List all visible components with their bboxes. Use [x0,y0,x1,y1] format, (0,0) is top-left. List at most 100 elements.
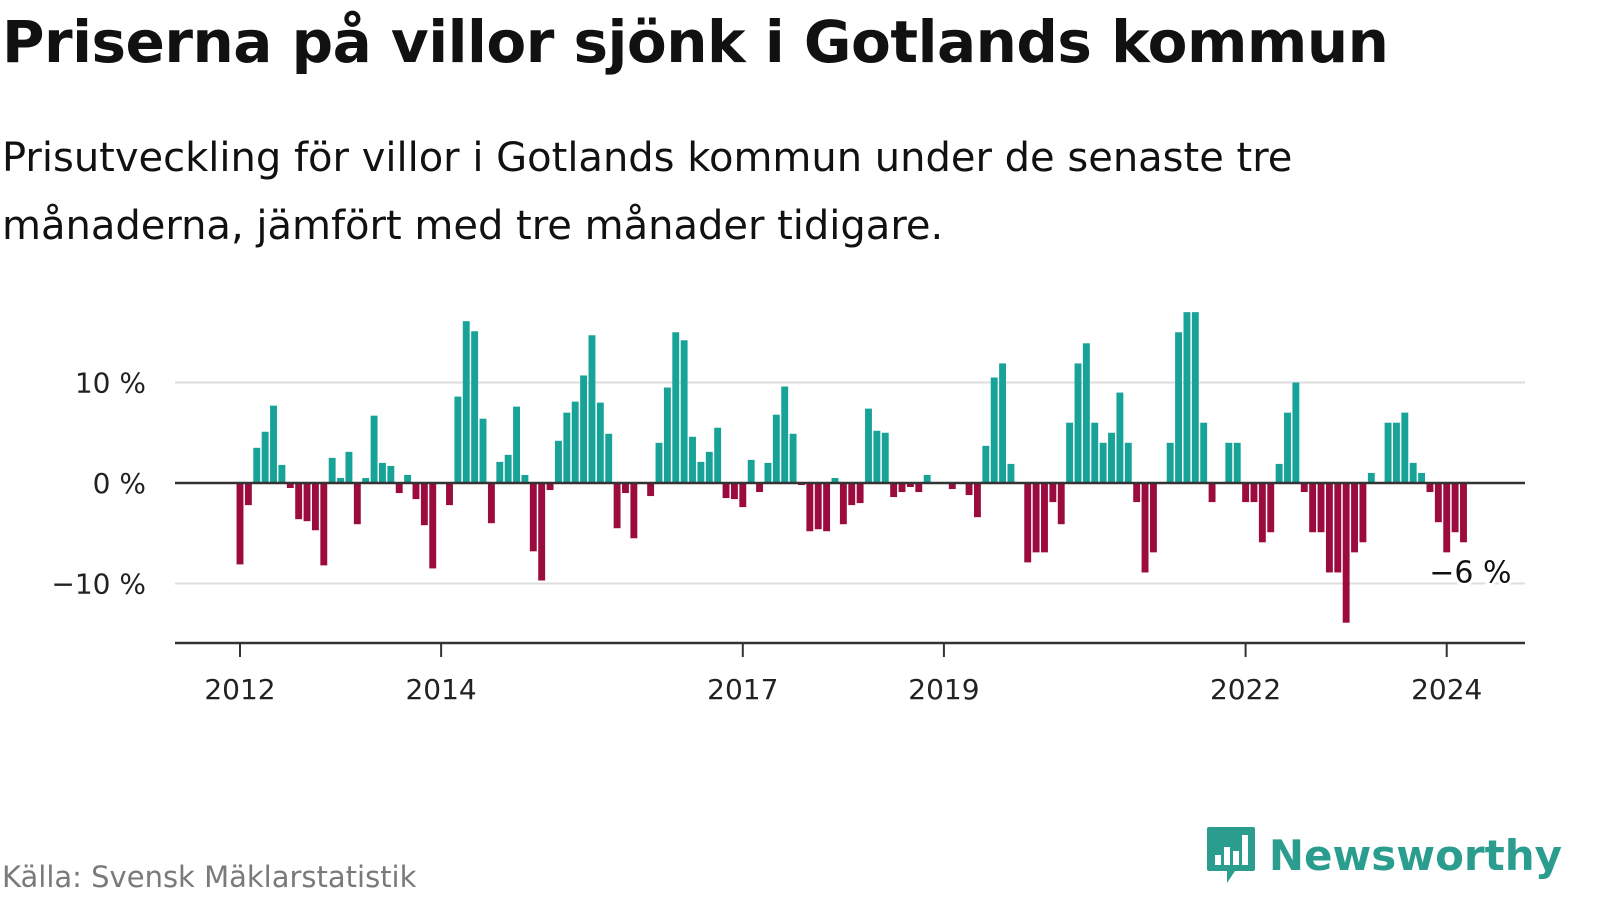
bar [856,483,864,504]
bar [965,483,973,496]
bar [538,483,546,581]
x-tick-label: 2024 [1411,673,1482,706]
bar [278,464,286,483]
bar [1292,382,1300,483]
bar [311,483,319,531]
brand-name: Newsworthy [1268,830,1562,880]
bar [722,483,730,499]
bar [1409,462,1417,483]
bar [1208,483,1216,503]
bar [680,340,688,483]
bar [1275,463,1283,483]
bar [270,405,277,483]
bar [286,483,294,489]
bar [513,406,520,483]
bar [865,408,872,483]
bar [1451,483,1459,533]
y-tick-label: 10 % [75,367,146,400]
bar [831,477,839,483]
bar [1426,483,1434,493]
bar [1342,483,1350,623]
bar [529,483,537,552]
bar [345,451,353,483]
speech-bubble-bar-chart-icon [1206,827,1255,883]
chart-subtitle: Prisutveckling för villor i Gotlands kom… [2,135,1293,249]
bar [948,483,956,490]
bar [1082,343,1090,483]
bar [337,477,345,483]
bar [764,462,772,483]
bar [990,377,998,483]
bar [487,483,495,524]
bar [1024,483,1032,563]
bar [739,483,747,508]
bar [1007,463,1015,483]
bar [446,483,453,506]
bar [1057,483,1065,525]
bar [1392,422,1400,483]
bar [622,483,629,494]
bar [1317,483,1325,533]
bar [1250,483,1258,503]
bar [479,418,487,483]
bar [747,459,755,483]
bar [1434,483,1442,523]
bar [806,483,814,532]
bar [1325,483,1333,573]
bar [714,427,722,483]
bar [630,483,638,539]
x-tick-label: 2014 [405,673,476,706]
bar [236,483,244,565]
bar [1099,442,1107,483]
bar [571,401,579,483]
bar [898,483,906,493]
bar [689,436,696,483]
bar [1401,412,1409,483]
bar [1108,432,1115,483]
bar [873,430,881,483]
axes [175,481,1525,657]
y-tick-label: 0 % [93,467,146,500]
x-tick-label: 2019 [908,673,979,706]
bar [1141,483,1149,573]
bar [1334,483,1342,573]
bar [789,433,797,483]
bar [379,462,386,483]
bar [320,483,328,566]
bar [1309,483,1317,533]
bar [362,477,370,483]
bar [647,483,655,497]
bar [973,483,981,518]
bar [253,447,261,483]
bar [756,483,764,493]
bar [1443,483,1451,553]
labels: 10 % 0 % −10 % 2012 2014 2017 2019 2022 2024 −6 % [51,367,1514,707]
bar [1066,422,1074,483]
bar [1258,483,1266,543]
bar-chart: 10 % 0 % −10 % 2012 2014 2017 2019 2022 2024 −6 % [51,312,1525,707]
bar [395,483,403,494]
bar [730,483,738,500]
bar [563,412,571,483]
bar [1267,483,1275,533]
bar [1359,483,1367,543]
bar [781,386,789,483]
bar [521,474,529,483]
bar [1116,392,1124,483]
bar [1242,483,1250,503]
x-tick-label: 2022 [1210,673,1281,706]
bar [839,483,847,525]
bar [404,474,412,483]
bar [814,483,822,530]
bar [848,483,856,506]
source-note: Källa: Svensk Mäklarstatistik [2,860,417,894]
bar [1149,483,1157,553]
bar [1300,483,1308,493]
bar [1284,412,1291,483]
bar [605,433,613,483]
bar [915,483,923,493]
bar [1091,422,1099,483]
bar [705,451,713,483]
bar [420,483,428,526]
bar [1074,363,1082,483]
